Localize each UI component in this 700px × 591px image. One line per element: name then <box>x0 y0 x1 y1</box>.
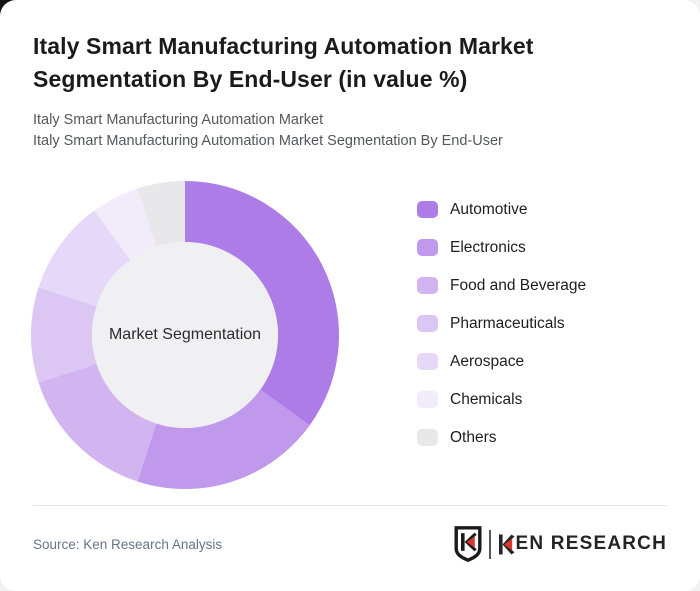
logo-divider <box>488 529 491 559</box>
header: Italy Smart Manufacturing Automation Mar… <box>33 30 663 152</box>
donut-chart <box>31 181 340 489</box>
donut-segment-food-and-beverage <box>38 363 157 482</box>
footer: Source: Ken Research Analysis EN RESEARC… <box>33 520 667 568</box>
legend-swatch <box>417 277 438 294</box>
donut-segment-chemicals <box>94 188 157 260</box>
brand-text: EN RESEARCH <box>515 533 667 554</box>
legend-item-others: Others <box>417 429 586 446</box>
legend-swatch <box>417 353 438 370</box>
legend-item-automotive: Automotive <box>417 201 586 218</box>
donut-segment-electronics <box>137 389 310 489</box>
legend-label: Electronics <box>450 239 526 256</box>
footer-divider <box>33 505 667 506</box>
legend-swatch <box>417 239 438 256</box>
subtitle-line-1: Italy Smart Manufacturing Automation Mar… <box>33 112 324 128</box>
legend-swatch <box>417 201 438 218</box>
legend-item-food-and-beverage: Food and Beverage <box>417 277 586 294</box>
legend-item-chemicals: Chemicals <box>417 391 586 408</box>
donut-chart-area: Market Segmentation <box>25 175 345 495</box>
legend-swatch <box>417 429 438 446</box>
legend-item-aerospace: Aerospace <box>417 353 586 370</box>
legend-label: Chemicals <box>450 391 523 408</box>
donut-inner-circle <box>92 242 278 428</box>
legend-item-electronics: Electronics <box>417 239 586 256</box>
legend: Automotive Electronics Food and Beverage Ph… <box>417 201 586 467</box>
donut-segment-automotive <box>185 181 340 426</box>
brand-k-glyph <box>498 534 514 554</box>
legend-label: Food and Beverage <box>450 277 587 294</box>
legend-label: Automotive <box>450 201 528 218</box>
source-note: Source: Ken Research Analysis <box>33 536 223 552</box>
legend-label: Aerospace <box>450 353 525 370</box>
donut-segment-others <box>137 181 185 247</box>
subtitle-line-2: Italy Smart Manufacturing Automation Mar… <box>33 133 503 149</box>
legend-swatch <box>417 391 438 408</box>
legend-swatch <box>417 315 438 332</box>
donut-center-label: Market Segmentation <box>108 326 262 343</box>
legend-label: Others <box>450 429 497 446</box>
ken-research-shield-icon <box>454 526 481 562</box>
donut-segment-aerospace <box>38 210 131 307</box>
legend-item-pharmaceuticals: Pharmaceuticals <box>417 315 586 332</box>
legend-label: Pharmaceuticals <box>450 315 565 332</box>
page-title: Italy Smart Manufacturing Automation Mar… <box>33 33 534 92</box>
ken-research-logo: EN RESEARCH <box>454 526 668 562</box>
donut-segment-pharmaceuticals <box>31 287 97 383</box>
